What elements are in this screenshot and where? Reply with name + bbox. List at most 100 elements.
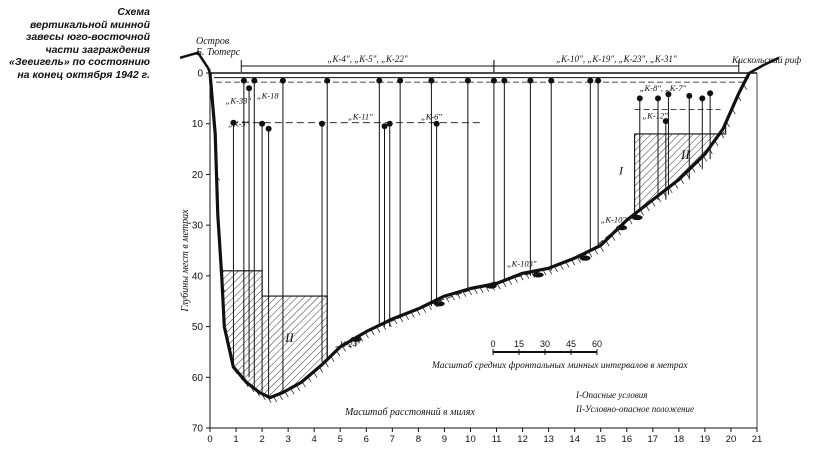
seabed-texture <box>497 283 501 290</box>
seabed-texture <box>548 268 553 275</box>
scale-tick-label: 30 <box>540 339 550 349</box>
x-tick-label: 20 <box>726 434 737 445</box>
mine <box>527 77 534 84</box>
zone-label-i: I <box>618 163 624 177</box>
danger-zone <box>634 122 727 216</box>
seabed-texture <box>411 312 415 318</box>
x-tick-label: 16 <box>621 434 632 445</box>
seabed-texture <box>680 178 684 184</box>
seabed-texture <box>594 249 599 255</box>
mine-label: „К-8", „К-7" <box>640 83 687 93</box>
x-tick-label: 15 <box>595 434 606 445</box>
seabed-texture <box>640 210 644 216</box>
seabed-texture <box>250 386 255 392</box>
seabed-texture <box>262 394 266 401</box>
mine <box>464 77 471 84</box>
seabed-texture <box>273 396 278 403</box>
x-tick-label: 4 <box>312 434 317 445</box>
seabed-texture <box>445 296 450 302</box>
legend-item: I-Опасные условия <box>575 390 647 400</box>
seabed-texture <box>514 277 518 283</box>
seabed-texture <box>370 330 375 336</box>
bottom-mine <box>350 336 362 342</box>
seabed-texture <box>216 175 220 181</box>
seabed-texture <box>560 264 564 270</box>
mine-label: „К-33" <box>226 95 252 105</box>
zone-label: II <box>680 147 690 162</box>
seabed-texture <box>221 286 226 293</box>
x-tick-label: 8 <box>416 434 421 445</box>
seabed-texture <box>313 372 318 378</box>
seabed-texture <box>611 235 616 241</box>
scale-tick-label: 0 <box>490 339 495 349</box>
caption: Схема вертикальной минной завесы юго-вос… <box>0 6 150 81</box>
mine <box>246 85 253 92</box>
seabed-texture <box>628 219 633 225</box>
seabed-texture <box>319 367 323 373</box>
seabed-texture <box>302 382 306 388</box>
seabed-texture <box>588 251 593 258</box>
scale-label: Масштаб средних фронтальных минных интер… <box>431 360 688 371</box>
seabed-texture <box>399 316 404 323</box>
mine <box>686 92 693 99</box>
seabed-texture <box>508 279 513 285</box>
seabed-texture <box>428 304 432 311</box>
legend-item: II-Условно-опасное положение <box>575 404 694 414</box>
mine-label: „К-12" <box>642 111 668 121</box>
seabed-texture <box>296 385 301 392</box>
seabed-texture <box>697 161 702 168</box>
seabed-texture <box>462 291 467 297</box>
seabed-texture <box>422 307 427 313</box>
mine <box>428 77 435 84</box>
caption-line: Схема <box>117 6 150 18</box>
y-tick-label: 50 <box>192 322 204 333</box>
mine <box>665 91 672 98</box>
caption-line: части заграждения <box>45 43 150 56</box>
seabed-texture <box>651 201 656 207</box>
island-label: Б. Тютерс <box>195 47 241 58</box>
seabed-texture <box>365 332 369 339</box>
seabed-texture <box>405 314 409 320</box>
seabed-texture <box>479 287 484 293</box>
x-tick-label: 18 <box>674 434 685 445</box>
x-tick-label: 5 <box>338 434 343 445</box>
y-tick-label: 0 <box>197 69 203 80</box>
mine <box>548 77 555 84</box>
x-tick-label: 0 <box>207 434 212 445</box>
seabed-texture <box>307 377 312 383</box>
bottom-mine <box>631 214 643 221</box>
x-tick-label: 9 <box>442 434 447 445</box>
seabed-texture <box>330 356 335 362</box>
seabed-texture <box>668 187 673 194</box>
x-tick-label: 21 <box>752 434 763 445</box>
group-label: „К-10", „К-19", „К-23", „К-31" <box>556 54 677 64</box>
seabed-texture <box>485 286 490 292</box>
x-tick-label: 12 <box>517 434 528 445</box>
seabed-texture <box>691 167 696 173</box>
bottom-mine-line <box>355 214 638 337</box>
y-tick-label: 10 <box>192 119 204 130</box>
mine-label: „К-6" <box>421 112 442 122</box>
mine <box>376 77 383 84</box>
seabed-texture <box>474 288 478 294</box>
x-tick-label: 1 <box>233 434 238 445</box>
y-tick-label: 60 <box>192 373 204 384</box>
y-tick-label: 40 <box>192 271 204 282</box>
x-tick-label: 13 <box>543 434 554 445</box>
group-label: „К-4", „К-5", „К-22" <box>327 54 407 64</box>
seabed-texture <box>244 381 249 388</box>
mine <box>707 90 714 97</box>
seabed-texture <box>605 240 610 247</box>
mine-label: „К-11" <box>348 112 373 122</box>
x-tick-label: 17 <box>648 434 659 445</box>
y-tick-label: 20 <box>192 170 204 181</box>
bottom-mine <box>532 272 544 278</box>
mine <box>324 77 331 84</box>
mine <box>265 125 272 132</box>
x-axis-label: Масштаб расстояний в милях <box>344 407 475 418</box>
seabed-texture <box>325 362 329 368</box>
bottom-mine <box>485 283 497 289</box>
mine-label: „К-24" <box>335 339 361 349</box>
mine-label: „К-3" <box>228 118 249 128</box>
